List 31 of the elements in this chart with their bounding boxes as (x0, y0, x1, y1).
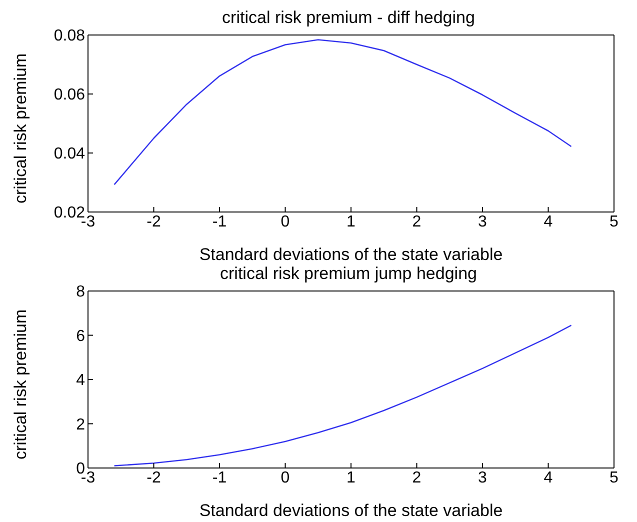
x-tick-label: 0 (280, 213, 290, 230)
y-tick-label: 8 (76, 284, 86, 301)
y-axis-title: critical risk premium (11, 309, 30, 460)
x-tick-label: 1 (346, 469, 356, 486)
y-tick-label: 4 (76, 372, 86, 390)
x-axis-title: Standard deviations of the state variable (199, 501, 503, 520)
x-tick-label: 4 (544, 469, 553, 486)
y-axis-title: critical risk premium (11, 53, 30, 204)
chart-title: critical risk premium jump hedging (219, 264, 478, 284)
chart-title: critical risk premium - diff hedging (221, 8, 476, 28)
y-tick-label: 0.04 (54, 146, 86, 163)
x-axis-title: Standard deviations of the state variable (199, 245, 503, 264)
line-series (114, 39, 572, 186)
x-tick-label: 4 (544, 213, 553, 230)
line-series (114, 324, 572, 466)
x-tick-label: -1 (212, 469, 227, 486)
y-tick-label: 6 (76, 328, 86, 345)
x-tick-label: -2 (146, 469, 161, 486)
x-tick-label: 3 (478, 469, 488, 486)
y-tick-label: 2 (76, 416, 86, 434)
x-tick-label: 5 (610, 469, 619, 486)
x-tick-label: -1 (212, 213, 227, 230)
x-tick-label: 5 (610, 213, 619, 230)
x-tick-label: 2 (412, 213, 422, 230)
x-tick-label: 0 (280, 469, 290, 486)
x-tick-label: 2 (412, 469, 422, 486)
x-tick-label: 3 (478, 213, 488, 230)
x-tick-label: -2 (146, 213, 161, 230)
y-tick-label: 0.08 (54, 28, 86, 45)
x-tick-label: 1 (346, 213, 356, 230)
y-tick-label: 0.06 (54, 86, 86, 104)
